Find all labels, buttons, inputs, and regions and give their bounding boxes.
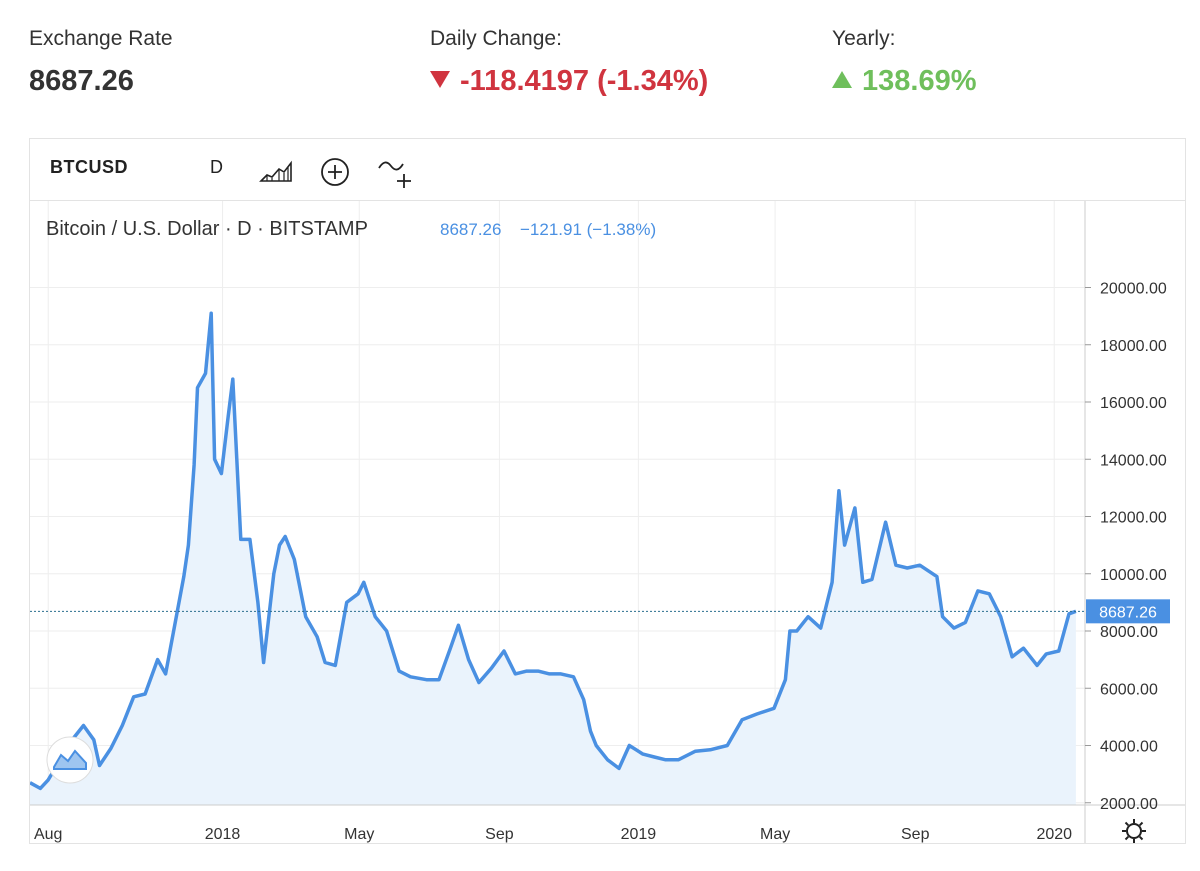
x-tick-label: May [760, 826, 790, 843]
x-tick-label: 2019 [621, 826, 657, 843]
symbol-button[interactable]: BTCUSD [50, 157, 128, 177]
y-tick-label: 6000.00 [1100, 681, 1158, 698]
y-tick-label: 14000.00 [1100, 452, 1167, 469]
settings-gear-icon[interactable] [1122, 819, 1146, 843]
last-price-box [1086, 599, 1170, 624]
x-tick-label: Sep [485, 826, 514, 843]
yearly-stat: Yearly: 138.69% [832, 27, 977, 98]
yearly-value: 138.69% [862, 65, 977, 97]
y-tick-label: 4000.00 [1100, 739, 1158, 756]
daily-change-value: -118.4197 (-1.34%) [460, 65, 709, 97]
compare-add-icon[interactable] [319, 156, 351, 188]
chart-style-icon[interactable] [259, 157, 293, 183]
exchange-rate-stat: Exchange Rate 8687.26 [29, 27, 173, 98]
y-tick-label: 8000.00 [1100, 624, 1158, 641]
legend-value: 8687.26 [440, 220, 501, 239]
indicators-icon[interactable] [377, 156, 417, 190]
y-tick-label: 20000.00 [1100, 281, 1167, 298]
legend-change: −121.91 (−1.38%) [520, 220, 656, 239]
x-tick-label: 2020 [1036, 826, 1072, 843]
y-tick-label: 2000.00 [1100, 796, 1158, 813]
daily-change-stat: Daily Change: -118.4197 (-1.34%) [430, 27, 708, 98]
chart-toolbar: BTCUSD D [30, 139, 1185, 201]
chart-panel: BTCUSD D 2000.00 4000.00 6000.00 8000.00 100… [29, 138, 1186, 844]
chart-style-toggle-icon[interactable] [46, 736, 94, 784]
yearly-label: Yearly: [832, 27, 896, 50]
y-tick-label: 10000.00 [1100, 567, 1167, 584]
price-line [30, 311, 1077, 791]
exchange-rate-label: Exchange Rate [29, 27, 173, 50]
last-price-label: 8687.26 [1099, 604, 1157, 621]
chart-area[interactable]: 2000.00 4000.00 6000.00 8000.00 10000.00 1200… [30, 139, 1185, 843]
y-tick-label: 12000.00 [1100, 510, 1167, 527]
down-arrow-icon [430, 70, 450, 88]
up-arrow-icon [832, 70, 852, 88]
y-tick-label: 18000.00 [1100, 338, 1167, 355]
x-tick-label: 2018 [205, 826, 241, 843]
y-tick-label: 16000.00 [1100, 395, 1167, 412]
x-tick-label: Sep [901, 826, 930, 843]
exchange-rate-value: 8687.26 [29, 65, 134, 97]
price-area-fill [30, 313, 1076, 805]
interval-button[interactable]: D [210, 157, 223, 177]
chart-title: Bitcoin / U.S. Dollar · D · BITSTAMP [46, 218, 368, 240]
x-tick-label: Aug [34, 826, 62, 843]
x-tick-label: May [344, 826, 374, 843]
daily-change-label: Daily Change: [430, 27, 562, 50]
